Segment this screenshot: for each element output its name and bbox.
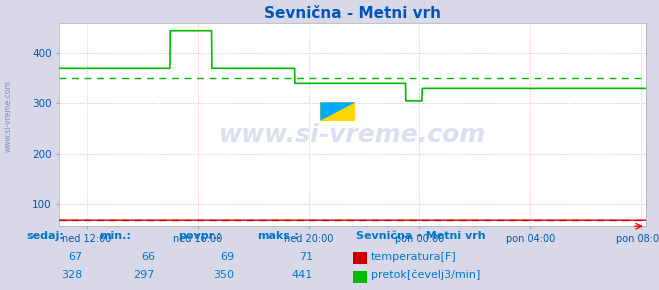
Title: Sevnična - Metni vrh: Sevnična - Metni vrh [264,6,441,21]
Text: 67: 67 [69,251,82,262]
Text: maks.:: maks.: [257,231,299,241]
Text: 328: 328 [61,270,82,280]
Text: pretok[čevelj3/min]: pretok[čevelj3/min] [371,270,480,280]
Text: www.si-vreme.com: www.si-vreme.com [219,123,486,147]
Text: 66: 66 [141,251,155,262]
Text: 350: 350 [213,270,234,280]
Text: Sevnična – Metni vrh: Sevnična – Metni vrh [356,231,486,241]
Polygon shape [320,102,355,121]
Text: povpr.:: povpr.: [178,231,221,241]
Text: 441: 441 [292,270,313,280]
Text: sedaj:: sedaj: [26,231,64,241]
Text: temperatura[F]: temperatura[F] [371,251,457,262]
Polygon shape [320,102,355,121]
Text: 69: 69 [220,251,234,262]
Text: 297: 297 [134,270,155,280]
Text: min.:: min.: [99,231,130,241]
Text: 71: 71 [299,251,313,262]
Text: www.si-vreme.com: www.si-vreme.com [3,80,13,152]
